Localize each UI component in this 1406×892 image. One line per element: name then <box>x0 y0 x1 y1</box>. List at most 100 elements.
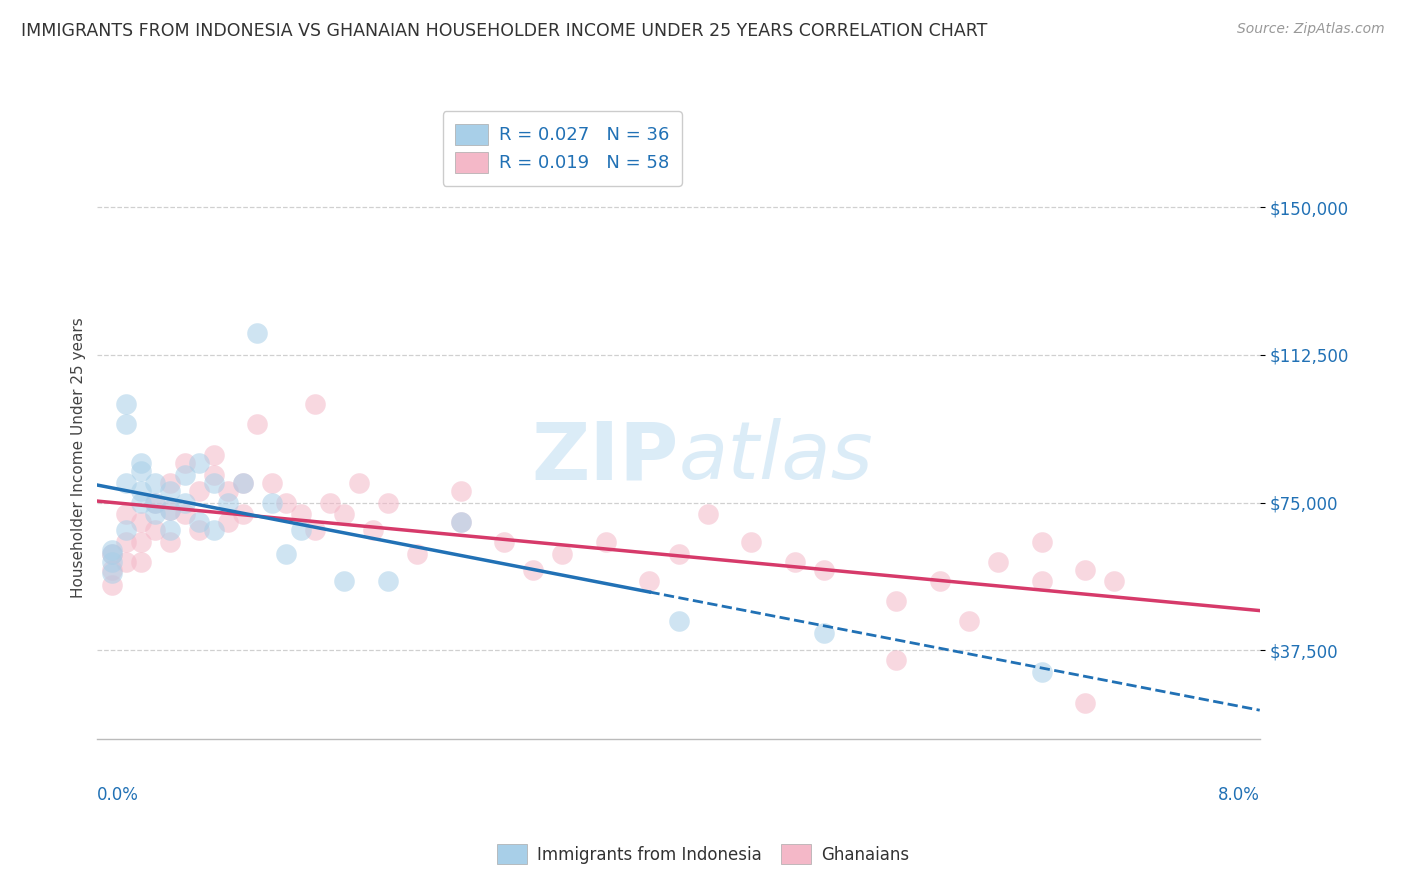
Point <box>173 467 195 482</box>
Point <box>115 555 138 569</box>
Point <box>276 495 298 509</box>
Legend: R = 0.027   N = 36, R = 0.019   N = 58: R = 0.027 N = 36, R = 0.019 N = 58 <box>443 112 682 186</box>
Point <box>276 547 298 561</box>
Point <box>886 594 908 608</box>
Point <box>159 535 181 549</box>
Point <box>319 495 342 509</box>
Point <box>217 483 239 498</box>
Point <box>668 614 690 628</box>
Text: 8.0%: 8.0% <box>1218 786 1260 805</box>
Point <box>159 523 181 537</box>
Point <box>246 417 269 431</box>
Point <box>668 547 690 561</box>
Point <box>232 508 254 522</box>
Point <box>101 547 124 561</box>
Point <box>551 547 574 561</box>
Point <box>494 535 516 549</box>
Point <box>987 555 1010 569</box>
Point <box>129 495 152 509</box>
Point <box>232 475 254 490</box>
Point <box>188 515 211 529</box>
Point <box>173 456 195 470</box>
Point <box>115 523 138 537</box>
Point <box>115 417 138 431</box>
Point <box>129 464 152 478</box>
Point <box>260 475 283 490</box>
Point <box>1074 562 1097 576</box>
Point <box>145 508 167 522</box>
Point <box>1104 574 1126 589</box>
Text: Source: ZipAtlas.com: Source: ZipAtlas.com <box>1237 22 1385 37</box>
Point <box>145 523 167 537</box>
Point <box>129 535 152 549</box>
Point <box>450 483 472 498</box>
Point <box>638 574 661 589</box>
Point <box>957 614 980 628</box>
Point <box>101 542 124 557</box>
Point <box>202 467 225 482</box>
Text: ZIP: ZIP <box>531 418 679 496</box>
Text: 0.0%: 0.0% <box>97 786 139 805</box>
Point <box>129 515 152 529</box>
Point <box>115 475 138 490</box>
Point <box>1031 535 1053 549</box>
Point <box>783 555 806 569</box>
Point <box>129 483 152 498</box>
Text: atlas: atlas <box>679 418 873 496</box>
Point <box>929 574 952 589</box>
Point <box>886 653 908 667</box>
Point <box>101 566 124 581</box>
Point <box>333 508 356 522</box>
Point <box>159 475 181 490</box>
Point <box>202 523 225 537</box>
Point <box>740 535 762 549</box>
Point <box>260 495 283 509</box>
Point <box>115 397 138 411</box>
Point <box>595 535 617 549</box>
Point <box>101 578 124 592</box>
Point <box>232 475 254 490</box>
Point <box>202 475 225 490</box>
Point <box>217 515 239 529</box>
Point <box>115 508 138 522</box>
Point <box>202 448 225 462</box>
Point <box>129 555 152 569</box>
Point <box>347 475 370 490</box>
Point <box>188 483 211 498</box>
Point <box>159 483 181 498</box>
Text: IMMIGRANTS FROM INDONESIA VS GHANAIAN HOUSEHOLDER INCOME UNDER 25 YEARS CORRELAT: IMMIGRANTS FROM INDONESIA VS GHANAIAN HO… <box>21 22 987 40</box>
Point <box>115 535 138 549</box>
Point <box>304 397 326 411</box>
Point <box>1074 697 1097 711</box>
Point <box>304 523 326 537</box>
Point <box>101 555 124 569</box>
Point <box>290 508 312 522</box>
Point <box>246 326 269 340</box>
Point <box>159 503 181 517</box>
Point <box>173 495 195 509</box>
Point <box>813 625 835 640</box>
Point <box>159 503 181 517</box>
Point <box>450 515 472 529</box>
Point <box>696 508 718 522</box>
Point <box>173 508 195 522</box>
Point <box>188 456 211 470</box>
Point <box>290 523 312 537</box>
Y-axis label: Householder Income Under 25 years: Householder Income Under 25 years <box>72 317 86 598</box>
Point <box>406 547 429 561</box>
Point <box>217 495 239 509</box>
Point <box>522 562 544 576</box>
Point <box>377 574 399 589</box>
Point <box>188 523 211 537</box>
Point <box>1031 574 1053 589</box>
Point <box>145 495 167 509</box>
Point <box>450 515 472 529</box>
Point <box>101 547 124 561</box>
Point <box>1031 665 1053 679</box>
Point <box>363 523 385 537</box>
Point <box>145 495 167 509</box>
Point <box>377 495 399 509</box>
Point <box>145 475 167 490</box>
Point <box>813 562 835 576</box>
Legend: Immigrants from Indonesia, Ghanaians: Immigrants from Indonesia, Ghanaians <box>489 838 917 871</box>
